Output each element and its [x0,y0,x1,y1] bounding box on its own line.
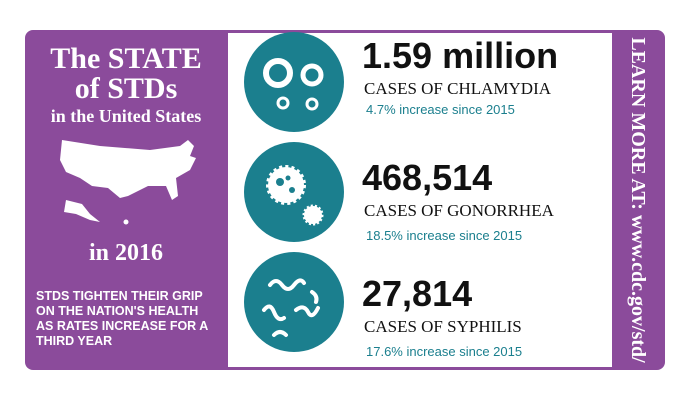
chlamydia-icon [244,32,344,132]
note-line: THIRD YEAR [36,334,112,348]
stat-change: 4.7% increase since 2015 [366,102,515,117]
us-map [60,140,196,200]
stat-label: CASES OF CHLAMYDIA [364,79,552,98]
title-line: of STDs [75,72,178,105]
stat-change: 18.5% increase since 2015 [366,228,522,243]
stat-chlamydia: 1.59 million CASES OF CHLAMYDIA 4.7% inc… [362,35,558,117]
note-line: STDS TIGHTEN THEIR GRIP [36,289,203,303]
stat-figure: 468,514 [362,157,492,198]
year: in 2016 [89,240,163,266]
stat-figure: 27,814 [362,273,472,314]
link-text: LEARN MORE AT: www.cdc.gov/std/ [627,37,649,363]
stat-figure: 1.59 million [362,35,558,76]
stat-label: CASES OF GONORRHEA [364,201,555,220]
alaska-map [64,200,100,222]
stat-syphilis: 27,814 CASES OF SYPHILIS 17.6% increase … [362,273,522,359]
title-line: The STATE [50,42,201,75]
stat-change: 17.6% increase since 2015 [366,344,522,359]
subtitle: in the United States [51,106,202,126]
note-line: AS RATES INCREASE FOR A [36,319,208,333]
stat-gonorrhea: 468,514 CASES OF GONORRHEA 18.5% increas… [362,157,555,243]
note-line: ON THE NATION'S HEALTH [36,304,198,318]
hawaii-map [123,219,129,225]
syphilis-icon [244,252,344,352]
stat-label: CASES OF SYPHILIS [364,317,522,336]
gonorrhea-icon [244,142,344,242]
